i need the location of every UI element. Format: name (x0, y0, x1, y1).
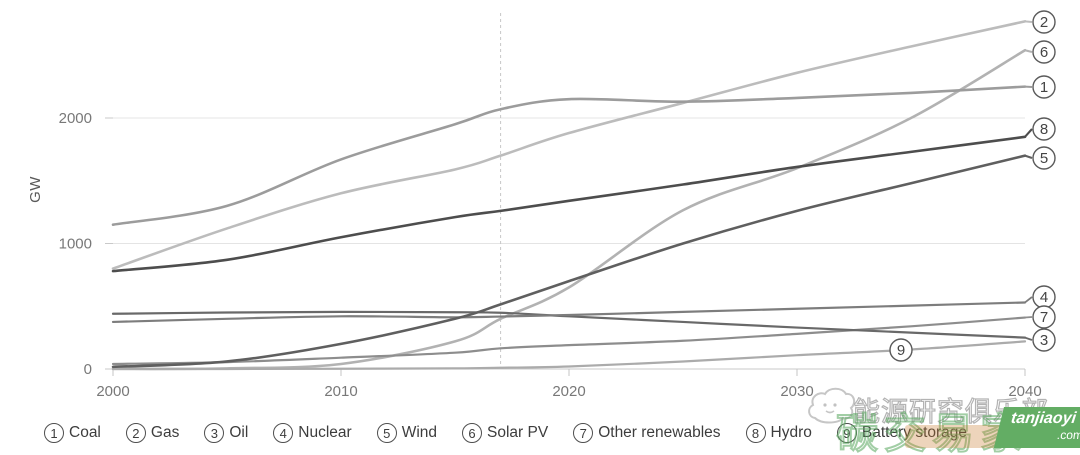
series-circled-label-8: 8 (1032, 117, 1056, 141)
legend-label: Nuclear (298, 424, 352, 441)
svg-text:6: 6 (1040, 44, 1048, 61)
svg-text:9: 9 (897, 342, 905, 359)
y-tick-label: 0 (84, 361, 92, 378)
legend-number-badge: 3 (204, 423, 225, 443)
legend-item-gas: 2 Gas (125, 423, 180, 443)
svg-text:4: 4 (1040, 289, 1048, 306)
x-tick-label: 2030 (780, 383, 813, 400)
x-tick-label: 2000 (96, 383, 129, 400)
series-circled-label-6: 6 (1032, 40, 1056, 64)
legend-label: Hydro (770, 424, 812, 441)
x-tick-label: 2010 (324, 383, 357, 400)
series-circled-label-7: 7 (1032, 305, 1056, 329)
svg-text:7: 7 (1040, 309, 1048, 326)
legend-number-badge: 5 (376, 423, 397, 443)
y-axis-unit-label: GW (26, 176, 44, 203)
legend-item-other-renewables: 7 Other renewables (573, 423, 721, 443)
legend-number-badge: 9 (836, 423, 857, 443)
x-tick-label: 2040 (1008, 383, 1041, 400)
svg-text:3: 3 (1040, 332, 1048, 349)
legend-number-badge: 7 (573, 423, 594, 443)
legend-item-hydro: 8 Hydro (745, 423, 812, 443)
legend-item-wind: 5 Wind (376, 423, 438, 443)
series-circled-label-5: 5 (1032, 146, 1056, 170)
series-line-hydro (111, 135, 1027, 273)
series-line-coal (111, 85, 1027, 226)
y-tick-label: 2000 (59, 110, 92, 127)
series-circled-label-3: 3 (1032, 328, 1056, 352)
capacity-line-chart: 0 1000 2000 2000 2010 2020 2030 2040 1 2 3 4 5 6 7 8 9 (59, 10, 1056, 400)
svg-text:1: 1 (1040, 79, 1048, 96)
series-line-wind (111, 154, 1027, 369)
chart-legend: 1 Coal 2 Gas 3 Oil 4 Nuclear 5 Wind 6 Solar PV 7 Othe… (44, 423, 1054, 443)
legend-label: Other renewables (598, 424, 721, 441)
legend-label: Coal (69, 424, 101, 441)
svg-text:5: 5 (1040, 150, 1048, 167)
legend-number-badge: 6 (462, 423, 483, 443)
legend-label: Oil (229, 424, 249, 441)
legend-label: Battery storage (861, 424, 968, 441)
series-circled-label-4: 4 (1032, 285, 1056, 309)
y-tick-label: 1000 (59, 236, 92, 253)
series-circled-label-1: 1 (1032, 75, 1056, 99)
series-line-other-renewables (111, 316, 1027, 366)
legend-item-coal: 1 Coal (44, 423, 101, 443)
legend-number-badge: 8 (745, 423, 766, 443)
series-line-gas (111, 20, 1027, 270)
series-label-connector (1024, 154, 1033, 159)
legend-item-nuclear: 4 Nuclear (273, 423, 352, 443)
series-label-connector (1024, 128, 1033, 138)
svg-text:8: 8 (1040, 121, 1048, 138)
legend-label: Solar PV (487, 424, 549, 441)
series-line-solar-pv (111, 48, 1027, 371)
series-label-connector (1024, 20, 1033, 24)
legend-number-badge: 2 (125, 423, 146, 443)
legend-item-battery-storage: 9 Battery storage (836, 423, 968, 443)
svg-text:2: 2 (1040, 14, 1048, 31)
series-label-connector (1024, 296, 1033, 304)
series-line-nuclear (111, 301, 1027, 324)
series-circled-label-2: 2 (1032, 10, 1056, 34)
legend-label: Gas (150, 424, 180, 441)
legend-item-solar-pv: 6 Solar PV (462, 423, 548, 443)
series-label-connector (1024, 336, 1033, 341)
series-circled-label-9: 9 (889, 338, 913, 362)
series-line-battery-storage (111, 340, 1027, 371)
legend-label: Wind (401, 424, 438, 441)
series-label-connector (1024, 49, 1033, 54)
x-tick-label: 2020 (552, 383, 585, 400)
legend-number-badge: 1 (44, 423, 64, 443)
series-label-connector (1024, 316, 1033, 319)
legend-number-badge: 4 (273, 423, 294, 443)
legend-item-oil: 3 Oil (204, 423, 248, 443)
